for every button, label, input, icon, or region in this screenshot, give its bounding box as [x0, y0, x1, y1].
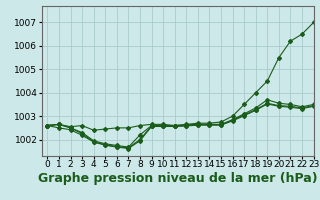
X-axis label: Graphe pression niveau de la mer (hPa): Graphe pression niveau de la mer (hPa) [38, 172, 317, 185]
